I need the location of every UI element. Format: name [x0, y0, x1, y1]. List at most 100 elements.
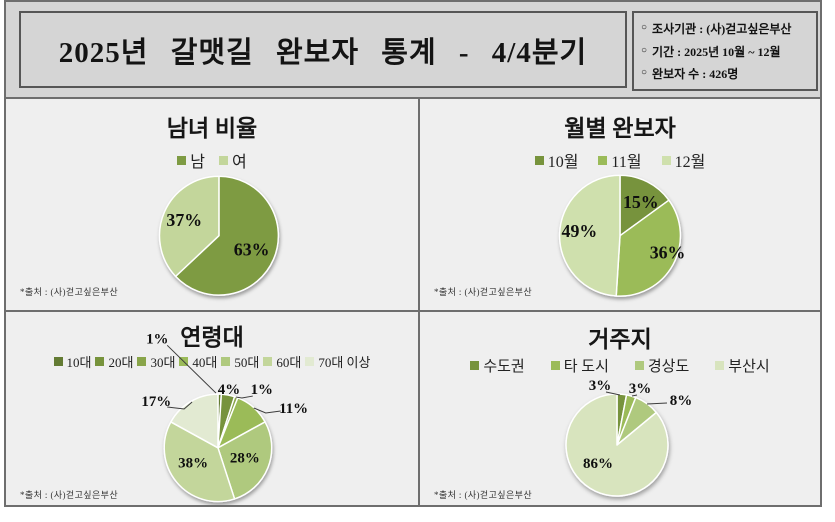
data-label-age-1: 4% [218, 382, 240, 398]
legend-item-age-2: 30대 [137, 352, 175, 371]
legend-item-gender-0: 남 [177, 148, 205, 172]
chart-legend: 수도권 타 도시 경상도 부산시 [420, 355, 820, 376]
source-note: *출처 : (사)걷고싶은부산 [20, 287, 119, 297]
legend-swatch-icon [550, 361, 560, 370]
circle-bullet-icon: ○ [641, 44, 648, 56]
legend-label: 남 [190, 154, 205, 171]
pie-slice-residence-0 [616, 393, 628, 446]
data-label-gender-0: 63% [234, 240, 270, 260]
data-label-residence-2: 8% [670, 393, 693, 409]
chart-title: 월별 완보자 [564, 116, 676, 141]
legend-label: 10월 [547, 154, 579, 171]
data-label-monthly-0: 15% [623, 192, 659, 212]
header-band: 2025년 갈맷길 완보자 통계 - 4/4분기 ○ 조사기관 : (사)걷고싶은… [6, 2, 820, 99]
chart-legend: 10월 11월 12월 [420, 148, 820, 172]
circle-bullet-icon: ○ [641, 22, 648, 34]
pie-slice-residence-2 [616, 396, 658, 446]
chart-title: 남녀 비율 [166, 116, 258, 141]
legend-item-age-1: 20대 [95, 352, 133, 371]
info-text: 기간 : 2025년 10월 ~ 12월 [652, 44, 781, 59]
legend-label: 60대 [276, 355, 302, 370]
label-leader-line [631, 394, 638, 397]
pie-slice-gender-0 [174, 175, 280, 296]
source-note: *출처 : (사)걷고싶은부산 [20, 490, 119, 500]
legend-item-residence-3: 부산시 [715, 355, 770, 376]
legend-swatch-icon [137, 357, 147, 366]
legend-swatch-icon [177, 155, 187, 165]
pie-slice-age-5 [163, 421, 236, 503]
legend-label: 30대 [150, 355, 176, 370]
info-text: 조사기관 : (사)걷고싶은부산 [652, 22, 792, 37]
data-label-monthly-1: 36% [650, 243, 686, 263]
pie-slice-monthly-0 [619, 174, 670, 237]
pie-slice-age-3 [217, 397, 266, 449]
info-row: ○ 조사기관 : (사)걷고싶은부산 [641, 20, 809, 37]
legend-label: 50대 [234, 355, 260, 370]
data-label-age-6: 17% [141, 394, 171, 410]
pie-slice-age-6 [170, 393, 219, 449]
legend-item-residence-1: 타 도시 [550, 355, 609, 376]
legend-swatch-icon [534, 155, 544, 165]
chart-grid: 남녀 비율 남 여 *출처 : (사)걷고싶은부산 63% 37% 월별 완보자 1… [6, 99, 820, 505]
label-leader-line [235, 395, 253, 399]
legend-swatch-icon [634, 361, 644, 370]
legend-label: 수도권 [483, 359, 525, 375]
legend-label: 10대 [66, 355, 92, 370]
legend-item-age-3: 40대 [179, 352, 217, 371]
pie-slice-residence-1 [616, 394, 637, 446]
pie-slice-residence-3 [565, 393, 669, 497]
info-text: 완보자 수 : 426명 [652, 66, 739, 81]
data-label-age-5: 38% [178, 456, 208, 472]
data-label-age-2: 1% [251, 382, 273, 398]
pie-slice-monthly-1 [615, 199, 682, 297]
legend-label: 여 [232, 154, 247, 171]
legend-swatch-icon [470, 361, 480, 370]
pie-slice-age-4 [217, 421, 273, 500]
legend-item-age-4: 50대 [221, 352, 259, 371]
legend-item-monthly-0: 10월 [534, 148, 579, 172]
legend-item-age-5: 60대 [263, 352, 301, 371]
legend-label: 20대 [108, 355, 134, 370]
pie-slice-age-1 [217, 393, 236, 449]
data-label-age-3: 11% [279, 401, 308, 417]
label-leader-line [167, 401, 193, 410]
legend-swatch-icon [715, 361, 725, 370]
chart-panel-residence: 거주지 수도권 타 도시 경상도 부산시 *출처 : (사)걷고싶은부산 3% 3% 8%… [420, 312, 820, 505]
circle-bullet-icon: ○ [641, 66, 648, 78]
report-title-box: 2025년 갈맷길 완보자 통계 - 4/4분기 [19, 11, 627, 88]
label-leader-line [253, 407, 281, 414]
pie-slice-age-2 [217, 395, 239, 449]
page-title: 2025년 갈맷길 완보자 통계 - 4/4분기 [58, 36, 588, 69]
legend-item-residence-0: 수도권 [470, 355, 525, 376]
legend-item-gender-1: 여 [219, 148, 247, 172]
chart-panel-monthly: 월별 완보자 10월 11월 12월 *출처 : (사)걷고싶은부산 15% 36% 4… [420, 99, 820, 312]
legend-swatch-icon [263, 357, 273, 366]
label-leader-line [605, 391, 621, 396]
legend-swatch-icon [53, 357, 63, 366]
legend-label: 70대 이상 [318, 355, 371, 370]
data-label-gender-1: 37% [166, 210, 202, 230]
legend-item-monthly-2: 12월 [661, 148, 706, 172]
chart-legend: 10대 20대 30대 40대 50대 60대 70대 이상 [6, 352, 418, 371]
legend-item-age-0: 10대 [53, 352, 92, 371]
legend-swatch-icon [661, 155, 671, 165]
legend-label: 타 도시 [563, 359, 609, 375]
legend-swatch-icon [95, 357, 105, 366]
report-sheet: 2025년 갈맷길 완보자 통계 - 4/4분기 ○ 조사기관 : (사)걷고싶은… [4, 0, 822, 507]
source-note: *출처 : (사)걷고싶은부산 [434, 490, 533, 500]
survey-info-box: ○ 조사기관 : (사)걷고싶은부산 ○ 기간 : 2025년 10월 ~ 12월 ○ 완… [632, 11, 818, 91]
legend-label: 12월 [674, 154, 706, 171]
legend-item-monthly-1: 11월 [598, 148, 642, 172]
chart-panel-gender: 남녀 비율 남 여 *출처 : (사)걷고싶은부산 63% 37% [6, 99, 420, 312]
pie-slice-monthly-2 [558, 174, 621, 297]
data-label-residence-1: 3% [629, 381, 652, 397]
chart-title: 거주지 [588, 327, 652, 352]
legend-item-residence-2: 경상도 [634, 355, 689, 376]
pie-slice-gender-1 [158, 175, 220, 278]
label-leader-line [646, 402, 668, 405]
pie-slice-age-0 [217, 393, 223, 449]
info-row: ○ 기간 : 2025년 10월 ~ 12월 [641, 43, 809, 60]
legend-label: 11월 [611, 154, 642, 171]
legend-item-age-6: 70대 이상 [305, 352, 370, 371]
data-label-residence-3: 86% [583, 456, 613, 472]
